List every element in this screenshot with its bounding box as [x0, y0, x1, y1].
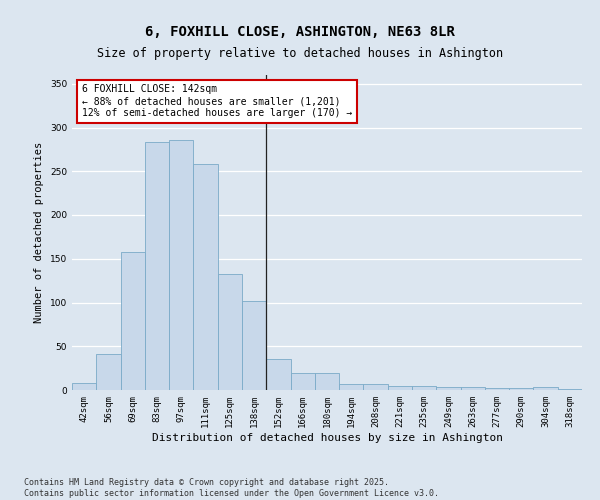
Bar	[72, 383, 96, 390]
Bar	[558, 389, 582, 390]
Bar	[364, 384, 388, 390]
Bar	[218, 274, 242, 390]
Text: 6, FOXHILL CLOSE, ASHINGTON, NE63 8LR: 6, FOXHILL CLOSE, ASHINGTON, NE63 8LR	[145, 25, 455, 39]
Bar	[412, 386, 436, 390]
Bar	[193, 164, 218, 390]
Bar	[169, 140, 193, 390]
Bar	[266, 360, 290, 390]
Bar	[388, 386, 412, 390]
Bar	[290, 372, 315, 390]
Bar	[121, 252, 145, 390]
Bar	[242, 300, 266, 390]
Bar	[96, 354, 121, 390]
Bar	[436, 386, 461, 390]
Bar	[509, 388, 533, 390]
Text: Contains HM Land Registry data © Crown copyright and database right 2025.
Contai: Contains HM Land Registry data © Crown c…	[24, 478, 439, 498]
Bar	[533, 388, 558, 390]
Bar	[339, 384, 364, 390]
Bar	[145, 142, 169, 390]
Y-axis label: Number of detached properties: Number of detached properties	[34, 142, 44, 323]
Bar	[485, 388, 509, 390]
Text: 6 FOXHILL CLOSE: 142sqm
← 88% of detached houses are smaller (1,201)
12% of semi: 6 FOXHILL CLOSE: 142sqm ← 88% of detache…	[82, 84, 352, 117]
X-axis label: Distribution of detached houses by size in Ashington: Distribution of detached houses by size …	[151, 432, 503, 442]
Bar	[461, 388, 485, 390]
Text: Size of property relative to detached houses in Ashington: Size of property relative to detached ho…	[97, 48, 503, 60]
Bar	[315, 372, 339, 390]
